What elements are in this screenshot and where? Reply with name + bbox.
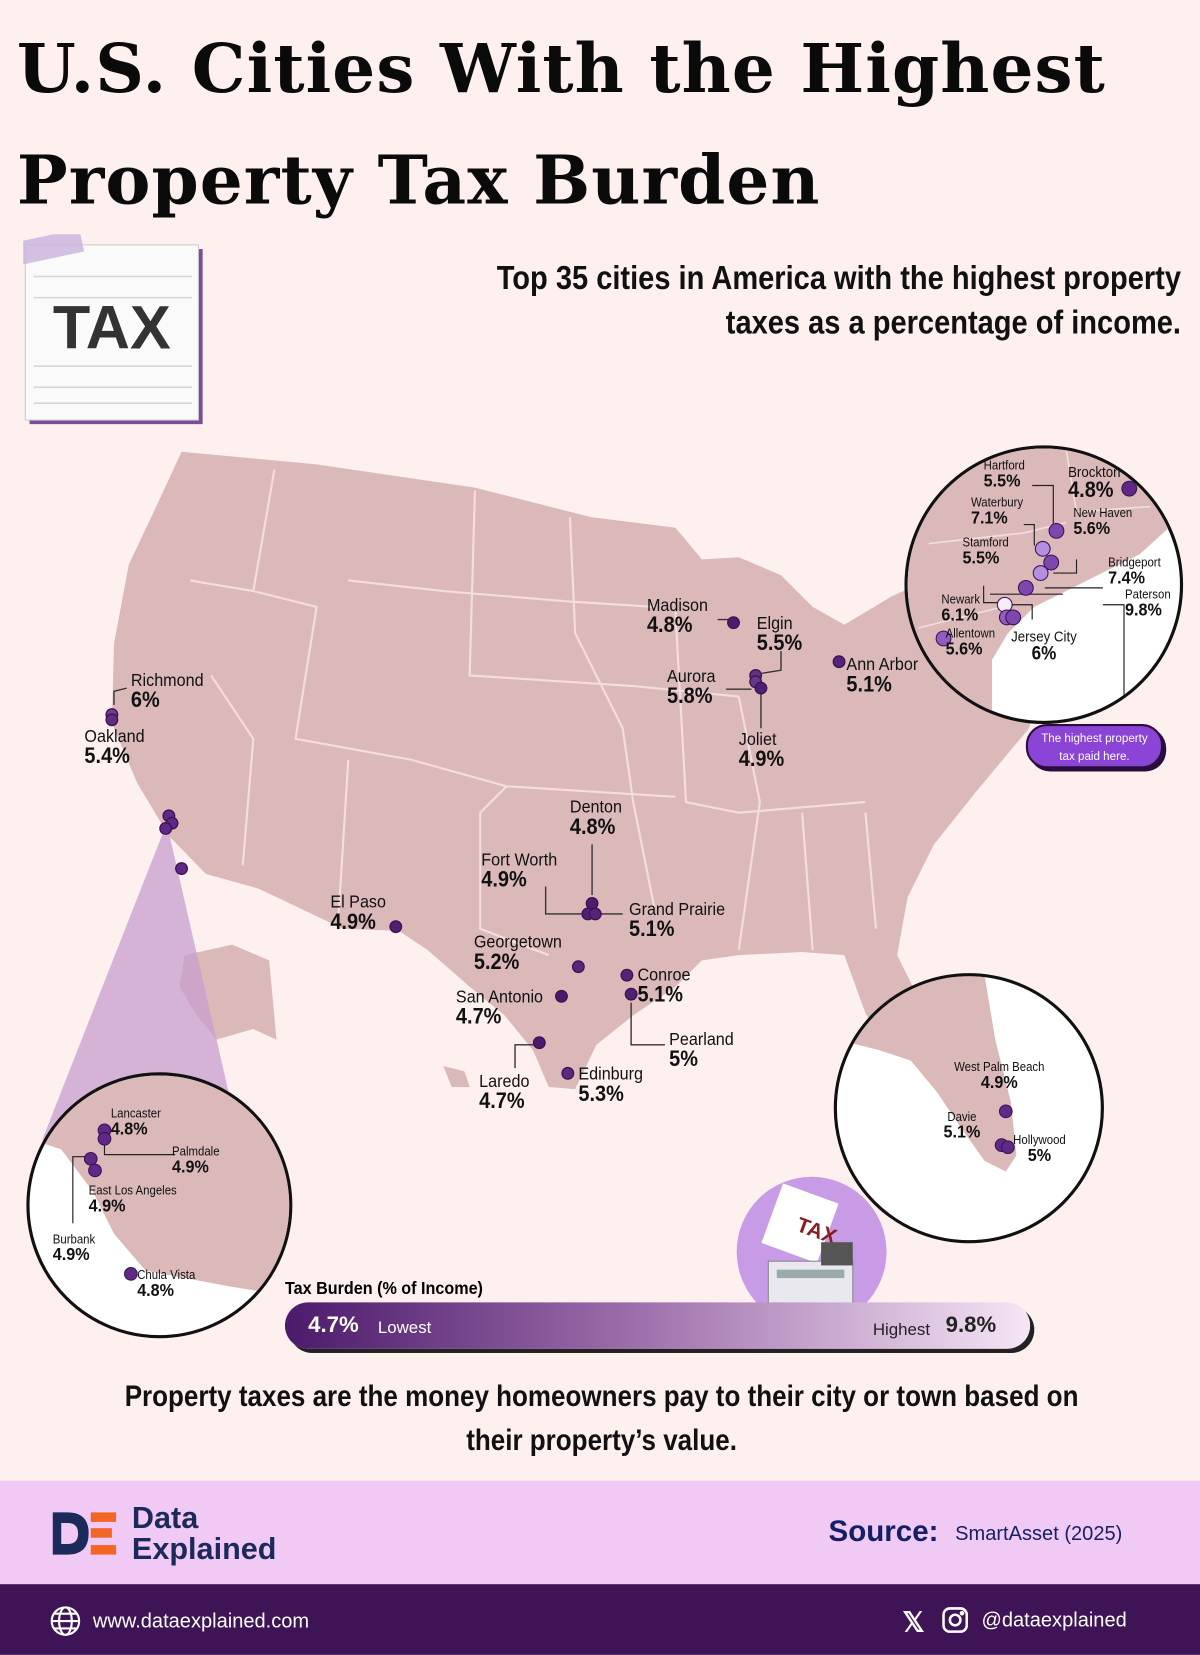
city-label-waterbury: Waterbury 7.1% [970, 494, 1024, 528]
legend-title: Tax Burden (% of Income) [284, 1278, 483, 1299]
city-marker-pearland [624, 987, 638, 1001]
source-label: Source: [828, 1514, 939, 1548]
city-label-chula-vista: Chula Vista 4.8% [137, 1267, 196, 1301]
city-label-richmond: Richmond 6% [130, 670, 204, 713]
city-label-east-los-angeles: East Los Angeles 4.9% [88, 1183, 177, 1216]
instagram-icon[interactable] [941, 1606, 969, 1639]
contiguous-us-shape [111, 451, 1056, 1098]
city-label-burbank: Burbank 4.9% [52, 1231, 96, 1265]
city-label-allentown: Allentown 5.6% [945, 625, 996, 659]
city-label-el-paso: El Paso 4.9% [330, 891, 386, 935]
los-angeles-inset [26, 1072, 293, 1339]
source-value: SmartAsset (2025) [955, 1522, 1123, 1546]
title-line-1: U.S. Cities With the Highest [16, 29, 1106, 109]
city-label-hartford: Hartford 5.5% [983, 458, 1025, 491]
city-label-elgin: Elgin 5.5% [756, 613, 803, 656]
city-label-joliet: Joliet 4.9% [738, 729, 785, 772]
footer-social-band: www.dataexplained.com 𝕏 @dataexplained [0, 1584, 1200, 1655]
title-line-2: Property Tax Burden [16, 141, 821, 221]
city-marker-madison [727, 616, 740, 630]
brand-name-line1: Data [131, 1501, 199, 1536]
city-label-denton: Denton 4.8% [569, 796, 622, 840]
tax-notepad-label: TAX [53, 293, 171, 361]
city-label-brockton: Brockton 4.8% [1068, 463, 1121, 503]
city-label-edinburg: Edinburg 5.3% [578, 1063, 644, 1107]
legend-high-value: 9.8% [945, 1312, 997, 1338]
city-label-laredo: Laredo 4.7% [479, 1071, 530, 1114]
city-marker-el-paso [389, 920, 403, 934]
globe-icon [50, 1605, 82, 1642]
city-label-stamford: Stamford 5.5% [962, 535, 1009, 568]
city-label-grand-prairie: Grand Prairie 5.1% [629, 899, 726, 942]
city-label-lancaster: Lancaster 4.8% [110, 1106, 161, 1139]
description: Property taxes are the money homeowners … [124, 1379, 1079, 1457]
city-marker-grand-prairie [588, 907, 602, 921]
city-label-davie: Davie 5.1% [943, 1109, 981, 1142]
legend-low-value: 4.7% [308, 1312, 359, 1338]
city-label-pearland: Pearland 5% [669, 1029, 734, 1072]
city-label-fort-worth: Fort Worth 4.9% [481, 849, 558, 892]
legend-low-label: Lowest [377, 1319, 432, 1338]
social-handle[interactable]: @dataexplained [981, 1609, 1127, 1632]
tax-printer-icon: TAX [736, 1176, 887, 1327]
legend-high-label: Highest [872, 1321, 931, 1340]
city-marker-ann-arbor [832, 655, 846, 669]
city-label-bridgeport: Bridgeport 7.4% [1108, 555, 1161, 588]
city-label-san-antonio: San Antonio 4.7% [455, 986, 544, 1030]
city-markers [105, 616, 846, 1080]
northeast-inset [904, 445, 1184, 725]
city-marker-san-antonio [555, 989, 568, 1003]
city-marker-oakland [105, 713, 119, 727]
subtitle: Top 35 cities in America with the highes… [496, 258, 1181, 341]
hawaii-shape [443, 1065, 470, 1088]
city-label-palmdale: Palmdale 4.9% [172, 1144, 220, 1177]
city-label-oakland: Oakland 5.4% [84, 726, 145, 769]
city-label-hollywood: Hollywood 5% [1013, 1132, 1066, 1166]
tax-notepad-icon: TAX [17, 228, 205, 425]
florida-inset [833, 973, 1104, 1244]
city-label-jersey-city: Jersey City 6% [1011, 627, 1077, 664]
city-marker-laredo [532, 1036, 546, 1050]
city-label-ann-arbor: Ann Arbor 5.1% [846, 654, 919, 697]
data-explained-logo-icon [51, 1510, 119, 1562]
brand-name-line2: Explained [131, 1532, 277, 1567]
city-label-newark: Newark 6.1% [941, 592, 981, 625]
highest-tax-callout: The highest property tax paid here. [1025, 724, 1164, 769]
website-link[interactable]: www.dataexplained.com [92, 1610, 310, 1633]
la-area-marker [159, 822, 173, 835]
city-label-west-palm-beach: West Palm Beach 4.9% [954, 1059, 1045, 1093]
state-borders [189, 469, 878, 957]
city-label-new-haven: New Haven 5.6% [1073, 505, 1133, 539]
city-marker-conroe [620, 968, 634, 982]
la-area-marker [175, 862, 188, 876]
city-label-paterson: Paterson 9.8% [1125, 586, 1171, 620]
city-marker-joliet [754, 681, 768, 695]
city-label-madison: Madison 4.8% [646, 595, 709, 638]
x-icon[interactable]: 𝕏 [902, 1606, 925, 1638]
city-label-conroe: Conroe 5.1% [637, 964, 691, 1007]
city-marker-denton [585, 896, 599, 910]
city-label-georgetown: Georgetown 5.2% [473, 931, 562, 975]
city-marker-georgetown [571, 960, 585, 974]
city-marker-edinburg [561, 1066, 575, 1080]
legend-gradient-bar [284, 1302, 1031, 1349]
footer-brand-band: Data Explained Source: SmartAsset (2025) [0, 1480, 1200, 1585]
city-label-aurora: Aurora 5.8% [667, 665, 716, 709]
